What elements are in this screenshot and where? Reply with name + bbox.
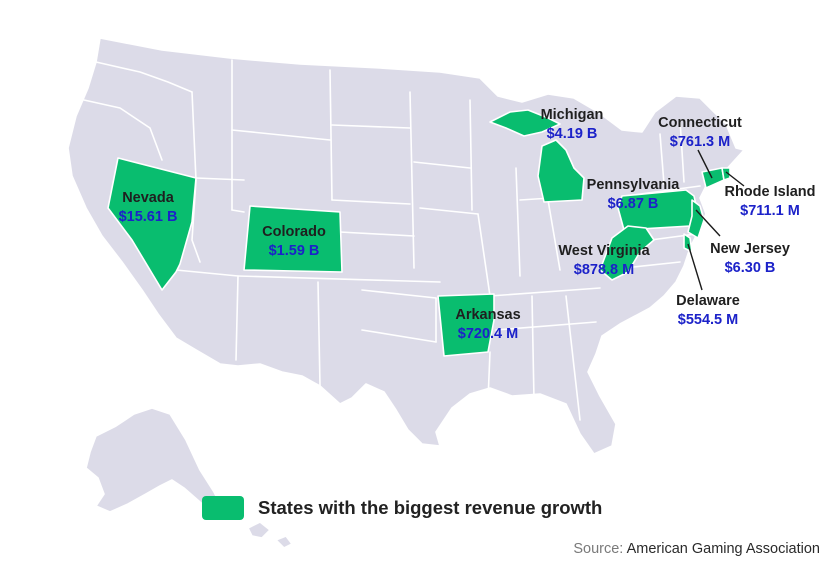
state-name-connecticut: Connecticut [658,115,742,131]
rhode-island-leader [725,171,745,187]
source-label: Source: [573,541,624,557]
state-value-connecticut: $761.3 M [669,134,731,150]
source-note: Source: American Gaming Association [573,541,820,557]
legend: States with the biggest revenue growth [202,496,602,520]
michigan-upper-shape [489,109,561,137]
state-value-michigan: $4.19 B [546,126,598,142]
legend-swatch [202,496,244,520]
label-pennsylvania: Pennsylvania $6.87 B [574,176,692,214]
label-connecticut: Connecticut $761.3 M [646,114,754,152]
state-name-new-jersey: New Jersey [710,241,790,257]
state-name-rhode-island: Rhode Island [724,184,816,200]
state-value-colorado: $1.59 B [268,243,320,259]
alaska [85,407,227,519]
label-west-virginia: West Virginia $878.8 M [546,242,662,280]
delaware-leader [687,243,703,291]
delaware-shape [683,233,693,253]
state-borders [83,59,701,421]
state-value-rhode-island: $711.1 M [740,203,800,219]
arkansas-shape [437,293,495,357]
label-arkansas: Arkansas $720.4 M [440,306,536,344]
state-value-west-virginia: $878.8 M [573,262,635,278]
hawaii-isle [275,535,293,549]
state-value-new-jersey: $6.30 B [724,260,776,276]
state-name-delaware: Delaware [676,293,740,309]
label-michigan: Michigan $4.19 B [532,106,612,144]
new-jersey-shape [687,199,705,239]
label-colorado: Colorado $1.59 B [250,223,338,261]
label-rhode-island: Rhode Island $711.1 M [718,183,822,221]
state-value-delaware: $554.5 M [677,312,739,328]
west-virginia-shape [599,225,655,281]
state-value-pennsylvania: $6.87 B [607,196,659,212]
label-new-jersey: New Jersey $6.30 B [702,240,798,278]
state-name-michigan: Michigan [540,107,604,123]
state-name-colorado: Colorado [262,224,326,240]
hawaii [247,521,271,539]
state-value-nevada: $15.61 B [118,209,178,225]
colorado-shape [243,205,343,273]
michigan-lower-shape [537,139,585,203]
state-name-nevada: Nevada [122,190,174,206]
nevada-shape [107,157,197,291]
state-name-arkansas: Arkansas [455,307,521,323]
new-jersey-leader [695,209,721,237]
label-nevada: Nevada $15.61 B [110,189,186,227]
state-value-arkansas: $720.4 M [457,326,519,342]
legend-label: States with the biggest revenue growth [258,497,603,518]
rhode-island-shape [721,167,731,181]
label-delaware: Delaware $554.5 M [660,292,756,330]
source-value: American Gaming Association [626,541,820,557]
connecticut-leader [697,149,713,179]
state-name-pennsylvania: Pennsylvania [586,177,680,193]
state-name-west-virginia: West Virginia [558,243,650,259]
